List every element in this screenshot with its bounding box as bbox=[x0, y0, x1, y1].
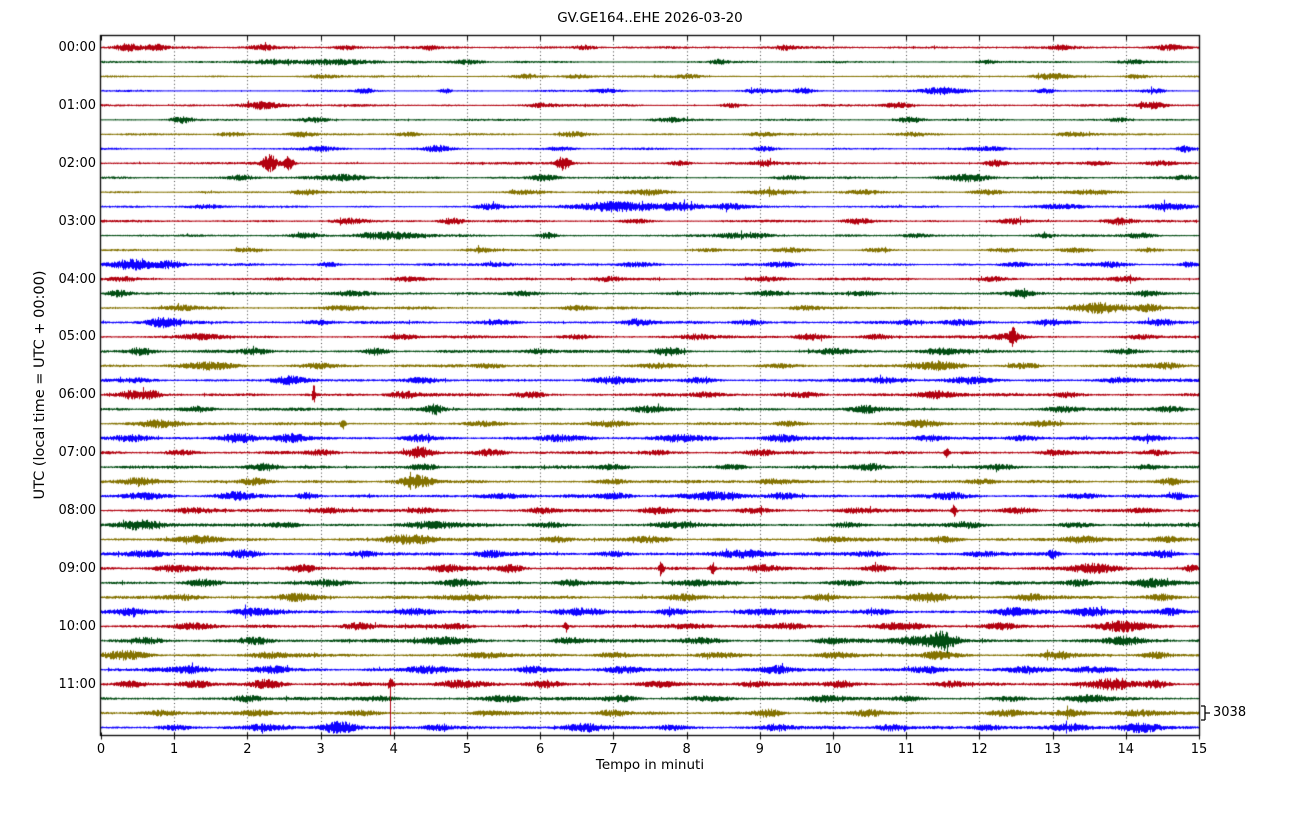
y-tick-label-0500: 05:00 bbox=[58, 329, 96, 345]
x-tick-label-7: 7 bbox=[609, 742, 618, 757]
x-tick-label-14: 14 bbox=[1117, 742, 1135, 757]
x-tick-label-9: 9 bbox=[755, 742, 764, 757]
x-tick-label-3: 3 bbox=[316, 742, 325, 757]
y-tick-label-0600: 06:00 bbox=[58, 387, 96, 403]
y-tick-label-1000: 10:00 bbox=[58, 618, 96, 634]
y-tick-label-0200: 02:00 bbox=[58, 155, 96, 171]
x-tick-label-5: 5 bbox=[462, 742, 472, 757]
y-tick-label-0900: 09:00 bbox=[58, 560, 96, 576]
x-tick-label-11: 11 bbox=[897, 742, 915, 757]
y-tick-label-0700: 07:00 bbox=[58, 445, 96, 461]
y-tick-label-0800: 08:00 bbox=[58, 503, 96, 519]
y-tick-label-0400: 04:00 bbox=[58, 271, 96, 287]
plot-title: GV.GE164..EHE 2026-03-20 bbox=[557, 10, 743, 26]
y-tick-label-0300: 03:00 bbox=[58, 213, 96, 229]
x-axis-label: Tempo in minuti bbox=[595, 757, 705, 773]
y-tick-label-0100: 01:00 bbox=[58, 97, 96, 113]
x-tick-label-0: 0 bbox=[96, 742, 106, 757]
x-tick-label-15: 15 bbox=[1190, 742, 1208, 757]
y-axis-label: UTC (local time = UTC + 00:00) bbox=[32, 270, 48, 500]
x-tick-label-2: 2 bbox=[243, 742, 252, 757]
x-tick-label-8: 8 bbox=[682, 742, 691, 757]
x-tick-label-1: 1 bbox=[170, 742, 179, 757]
y-tick-label-0000: 00:00 bbox=[58, 40, 96, 55]
scale-bracket-icon bbox=[1201, 705, 1210, 721]
x-tick-label-12: 12 bbox=[971, 742, 988, 757]
y-tick-label-1100: 11:00 bbox=[58, 676, 96, 692]
x-tick-label-10: 10 bbox=[824, 742, 842, 757]
scale-marker-value: 3038 bbox=[1213, 705, 1247, 720]
x-tick-label-6: 6 bbox=[536, 742, 545, 757]
x-tick-label-13: 13 bbox=[1044, 742, 1061, 757]
x-tick-label-4: 4 bbox=[389, 742, 398, 757]
